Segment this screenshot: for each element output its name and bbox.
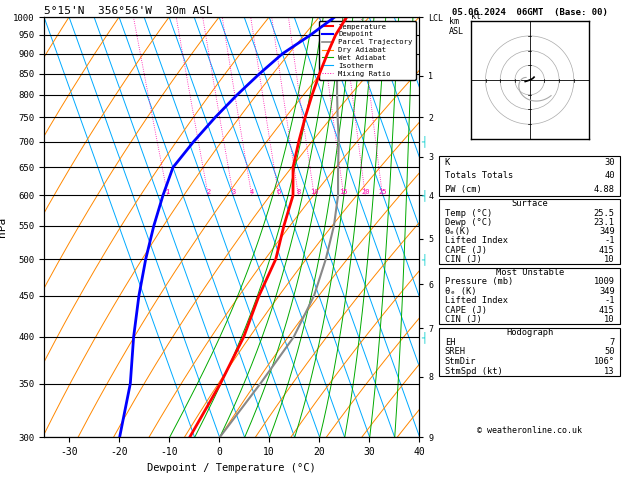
Text: 20: 20 (361, 190, 370, 195)
Text: 10: 10 (604, 315, 615, 324)
Text: PW (cm): PW (cm) (445, 185, 481, 193)
Text: CIN (J): CIN (J) (445, 315, 481, 324)
Text: Temp (°C): Temp (°C) (445, 208, 492, 218)
Text: 40: 40 (604, 171, 615, 180)
Text: kt: kt (470, 12, 481, 21)
Text: Lifted Index: Lifted Index (445, 236, 508, 245)
Text: Surface: Surface (511, 199, 548, 208)
Text: 15: 15 (340, 190, 348, 195)
Text: Hodograph: Hodograph (506, 328, 554, 337)
Text: 5°15'N  356°56'W  30m ASL: 5°15'N 356°56'W 30m ASL (44, 6, 213, 16)
Text: 349: 349 (599, 287, 615, 295)
Text: ┤: ┤ (421, 253, 427, 265)
Text: © weatheronline.co.uk: © weatheronline.co.uk (477, 426, 582, 435)
Text: 05.06.2024  06GMT  (Base: 00): 05.06.2024 06GMT (Base: 00) (452, 8, 608, 17)
Text: 50: 50 (604, 347, 615, 356)
Text: CAPE (J): CAPE (J) (445, 306, 487, 314)
Text: 25.5: 25.5 (594, 208, 615, 218)
Text: Most Unstable: Most Unstable (496, 268, 564, 277)
Text: Pressure (mb): Pressure (mb) (445, 277, 513, 286)
Text: -1: -1 (604, 296, 615, 305)
Text: SREH: SREH (445, 347, 465, 356)
X-axis label: Dewpoint / Temperature (°C): Dewpoint / Temperature (°C) (147, 463, 316, 473)
Text: 6: 6 (277, 190, 281, 195)
Text: 415: 415 (599, 246, 615, 255)
Text: 2: 2 (206, 190, 210, 195)
Text: 10: 10 (604, 255, 615, 264)
Text: K: K (445, 158, 450, 167)
Text: -1: -1 (604, 236, 615, 245)
Text: StmDir: StmDir (445, 357, 476, 366)
Text: ┤: ┤ (421, 190, 427, 201)
Text: 23.1: 23.1 (594, 218, 615, 227)
Text: EH: EH (445, 338, 455, 347)
Text: 4.88: 4.88 (594, 185, 615, 193)
Text: θₑ(K): θₑ(K) (445, 227, 471, 236)
Text: 8: 8 (296, 190, 301, 195)
Text: θₑ (K): θₑ (K) (445, 287, 476, 295)
Text: 30: 30 (604, 158, 615, 167)
Text: km
ASL: km ASL (449, 17, 464, 36)
Text: 1: 1 (165, 190, 170, 195)
Text: StmSpd (kt): StmSpd (kt) (445, 367, 503, 376)
Text: ┤: ┤ (421, 331, 427, 343)
Text: 3: 3 (231, 190, 235, 195)
Text: ┤: ┤ (421, 136, 427, 147)
Text: 349: 349 (599, 227, 615, 236)
Text: Dewp (°C): Dewp (°C) (445, 218, 492, 227)
Y-axis label: hPa: hPa (0, 217, 8, 237)
Text: 13: 13 (604, 367, 615, 376)
Text: 10: 10 (310, 190, 318, 195)
Text: CAPE (J): CAPE (J) (445, 246, 487, 255)
Text: Lifted Index: Lifted Index (445, 296, 508, 305)
Text: Totals Totals: Totals Totals (445, 171, 513, 180)
Text: 106°: 106° (594, 357, 615, 366)
Text: 25: 25 (378, 190, 387, 195)
Text: 7: 7 (610, 338, 615, 347)
Legend: Temperature, Dewpoint, Parcel Trajectory, Dry Adiabat, Wet Adiabat, Isotherm, Mi: Temperature, Dewpoint, Parcel Trajectory… (319, 20, 416, 80)
Text: 1009: 1009 (594, 277, 615, 286)
Text: 415: 415 (599, 306, 615, 314)
Text: CIN (J): CIN (J) (445, 255, 481, 264)
Text: 4: 4 (250, 190, 254, 195)
